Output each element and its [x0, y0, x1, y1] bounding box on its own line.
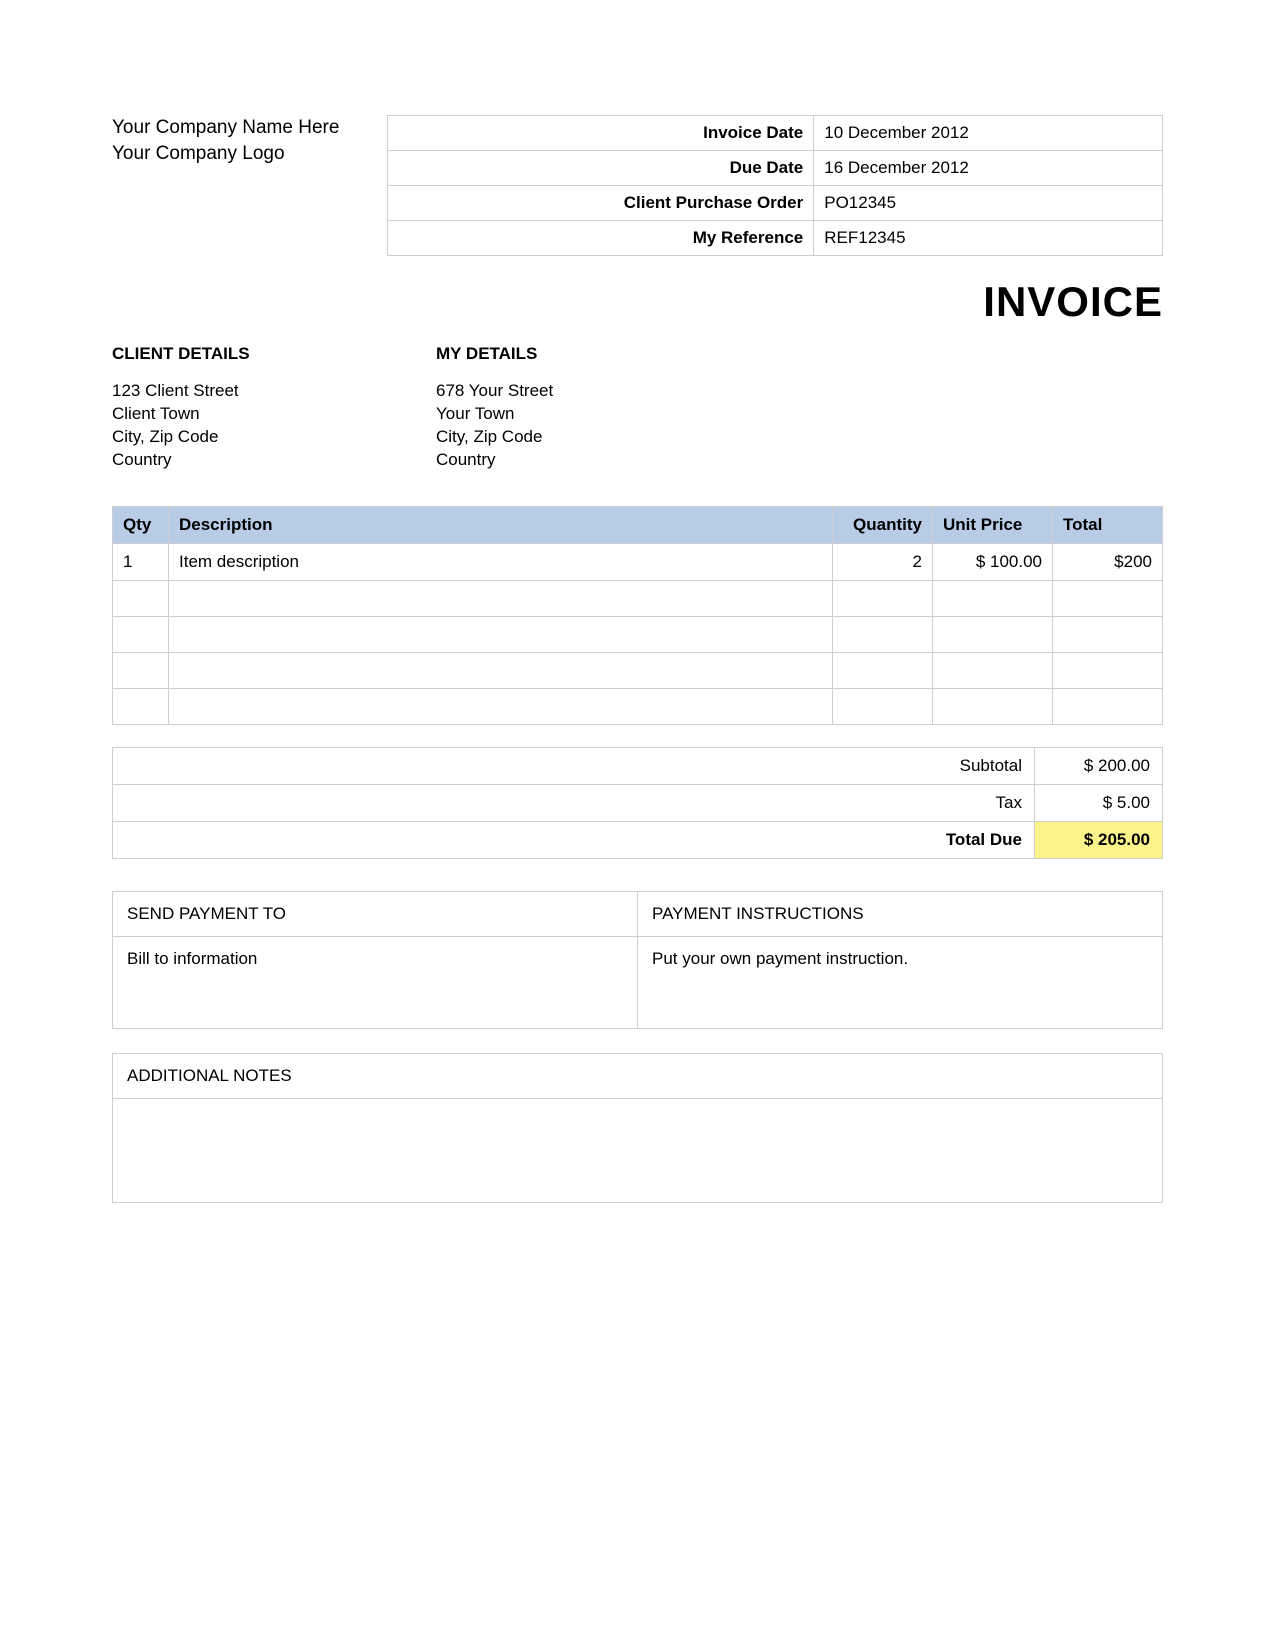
table-row: [113, 652, 1163, 688]
col-quantity: Quantity: [833, 506, 933, 543]
cell-unit: [933, 616, 1053, 652]
totals-value: $ 5.00: [1035, 784, 1163, 821]
cell-total: [1053, 652, 1163, 688]
company-name: Your Company Name Here: [112, 115, 367, 141]
meta-label: Invoice Date: [388, 116, 814, 151]
send-payment-value: Bill to information: [113, 936, 638, 1028]
cell-total: [1053, 580, 1163, 616]
meta-value: 10 December 2012: [814, 116, 1163, 151]
totals-row: Subtotal$ 200.00: [113, 747, 1163, 784]
totals-row: Tax$ 5.00: [113, 784, 1163, 821]
my-address-line: City, Zip Code: [436, 426, 740, 449]
client-address-line: Client Town: [112, 403, 416, 426]
table-row: 1Item description2$ 100.00$200: [113, 543, 1163, 580]
col-qty: Qty: [113, 506, 169, 543]
meta-label: My Reference: [388, 221, 814, 256]
col-total: Total: [1053, 506, 1163, 543]
company-block: Your Company Name Here Your Company Logo: [112, 115, 367, 256]
items-table: Qty Description Quantity Unit Price Tota…: [112, 506, 1163, 725]
my-details-heading: MY DETAILS: [436, 344, 740, 364]
meta-label: Due Date: [388, 151, 814, 186]
cell-desc: Item description: [169, 543, 833, 580]
client-address-line: 123 Client Street: [112, 380, 416, 403]
totals-label: Tax: [113, 784, 1035, 821]
meta-row: Client Purchase Order PO12345: [388, 186, 1163, 221]
payment-table: SEND PAYMENT TO PAYMENT INSTRUCTIONS Bil…: [112, 891, 1163, 1029]
totals-label: Total Due: [113, 821, 1035, 858]
meta-value: PO12345: [814, 186, 1163, 221]
meta-row: My Reference REF12345: [388, 221, 1163, 256]
meta-value: 16 December 2012: [814, 151, 1163, 186]
cell-quantity: [833, 688, 933, 724]
my-address-line: 678 Your Street: [436, 380, 740, 403]
cell-quantity: [833, 580, 933, 616]
cell-unit: [933, 652, 1053, 688]
my-address-line: Your Town: [436, 403, 740, 426]
totals-label: Subtotal: [113, 747, 1035, 784]
totals-row: Total Due$ 205.00: [113, 821, 1163, 858]
my-address-line: Country: [436, 449, 740, 472]
cell-total: $200: [1053, 543, 1163, 580]
cell-quantity: [833, 616, 933, 652]
document-title: INVOICE: [112, 278, 1163, 326]
totals-value: $ 200.00: [1035, 747, 1163, 784]
notes-heading: ADDITIONAL NOTES: [113, 1053, 1163, 1098]
my-details: MY DETAILS 678 Your Street Your Town Cit…: [436, 344, 740, 472]
cell-total: [1053, 616, 1163, 652]
send-payment-label: SEND PAYMENT TO: [113, 891, 638, 936]
col-unit-price: Unit Price: [933, 506, 1053, 543]
table-row: [113, 688, 1163, 724]
table-row: [113, 616, 1163, 652]
cell-quantity: [833, 652, 933, 688]
cell-qty: [113, 616, 169, 652]
table-row: [113, 580, 1163, 616]
meta-label: Client Purchase Order: [388, 186, 814, 221]
client-address-line: City, Zip Code: [112, 426, 416, 449]
payment-instructions-value: Put your own payment instruction.: [638, 936, 1163, 1028]
meta-row: Due Date 16 December 2012: [388, 151, 1163, 186]
company-logo: Your Company Logo: [112, 141, 367, 167]
cell-qty: [113, 580, 169, 616]
client-details-heading: CLIENT DETAILS: [112, 344, 416, 364]
totals-table: Subtotal$ 200.00Tax$ 5.00Total Due$ 205.…: [112, 747, 1163, 859]
cell-qty: [113, 652, 169, 688]
cell-total: [1053, 688, 1163, 724]
totals-value: $ 205.00: [1035, 821, 1163, 858]
cell-unit: [933, 580, 1053, 616]
cell-desc: [169, 688, 833, 724]
cell-unit: [933, 688, 1053, 724]
client-address-line: Country: [112, 449, 416, 472]
cell-unit: $ 100.00: [933, 543, 1053, 580]
col-description: Description: [169, 506, 833, 543]
cell-quantity: 2: [833, 543, 933, 580]
meta-row: Invoice Date 10 December 2012: [388, 116, 1163, 151]
meta-value: REF12345: [814, 221, 1163, 256]
cell-qty: [113, 688, 169, 724]
notes-body: [113, 1098, 1163, 1202]
notes-table: ADDITIONAL NOTES: [112, 1053, 1163, 1203]
meta-block: Invoice Date 10 December 2012 Due Date 1…: [387, 115, 1163, 256]
payment-instructions-label: PAYMENT INSTRUCTIONS: [638, 891, 1163, 936]
client-details: CLIENT DETAILS 123 Client Street Client …: [112, 344, 416, 472]
cell-desc: [169, 616, 833, 652]
cell-desc: [169, 652, 833, 688]
cell-qty: 1: [113, 543, 169, 580]
cell-desc: [169, 580, 833, 616]
